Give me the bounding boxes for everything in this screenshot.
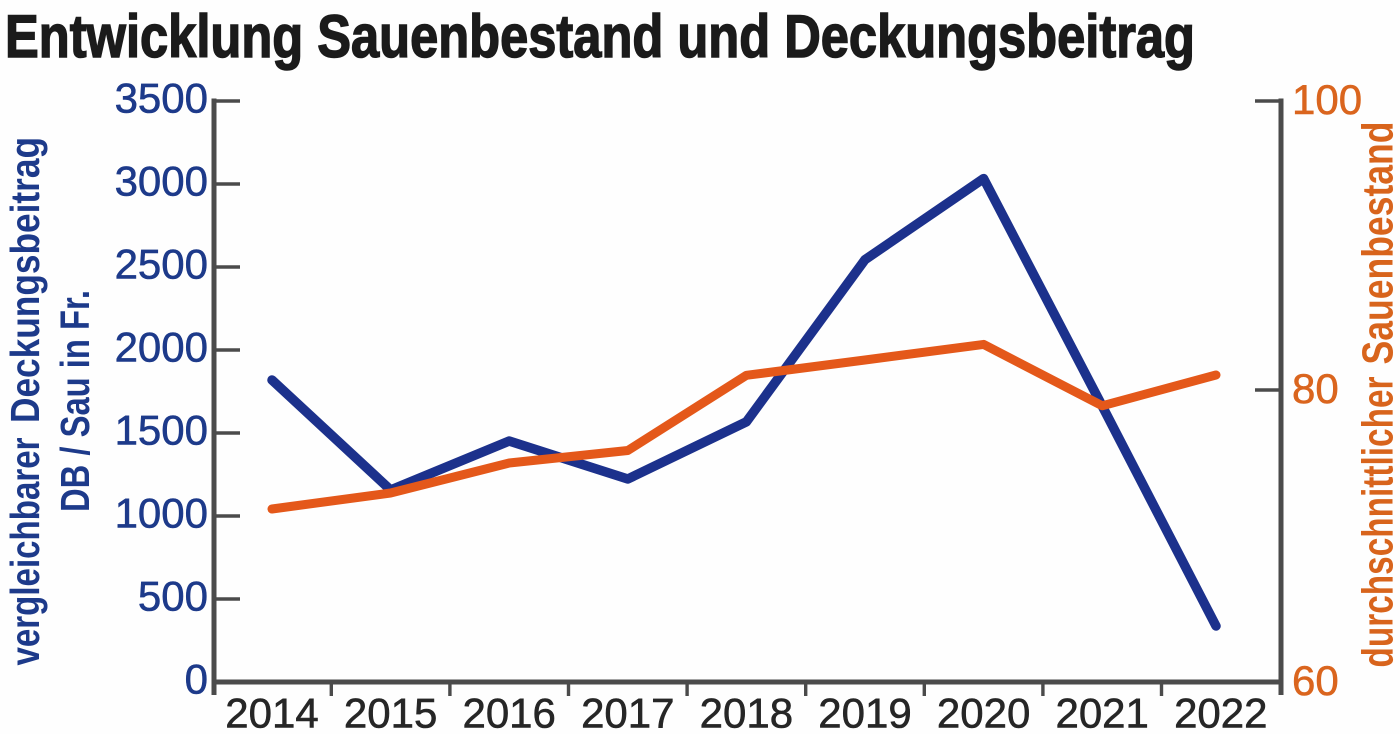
svg-text:1500: 1500 [115, 407, 208, 454]
svg-text:1000: 1000 [115, 490, 208, 537]
svg-text:60: 60 [1292, 657, 1339, 704]
svg-text:2018: 2018 [700, 690, 793, 734]
svg-text:Deckungsbeitrag: Deckungsbeitrag [2, 137, 48, 423]
svg-text:2017: 2017 [581, 690, 674, 734]
svg-text:Sauenbestand: Sauenbestand [1354, 122, 1400, 365]
svg-text:3000: 3000 [115, 158, 208, 205]
svg-text:DB / Sau in Fr.: DB / Sau in Fr. [52, 290, 98, 512]
svg-text:3500: 3500 [115, 75, 208, 122]
svg-text:2014: 2014 [225, 690, 318, 734]
svg-text:2016: 2016 [462, 690, 555, 734]
svg-text:100: 100 [1292, 76, 1362, 123]
svg-text:2015: 2015 [344, 690, 437, 734]
svg-text:500: 500 [138, 573, 208, 620]
svg-text:vergleichbarer: vergleichbarer [2, 437, 48, 665]
svg-text:2000: 2000 [115, 324, 208, 371]
svg-text:2019: 2019 [818, 690, 911, 734]
svg-text:2022: 2022 [1174, 690, 1267, 734]
svg-text:0: 0 [185, 656, 208, 703]
svg-text:2500: 2500 [115, 241, 208, 288]
svg-text:2020: 2020 [937, 690, 1030, 734]
svg-text:80: 80 [1292, 365, 1339, 412]
svg-text:Entwicklung Sauenbestand und D: Entwicklung Sauenbestand und Deckungsbei… [5, 3, 1195, 70]
svg-text:2021: 2021 [1055, 690, 1148, 734]
svg-text:durchschnittlicher: durchschnittlicher [1354, 377, 1400, 668]
